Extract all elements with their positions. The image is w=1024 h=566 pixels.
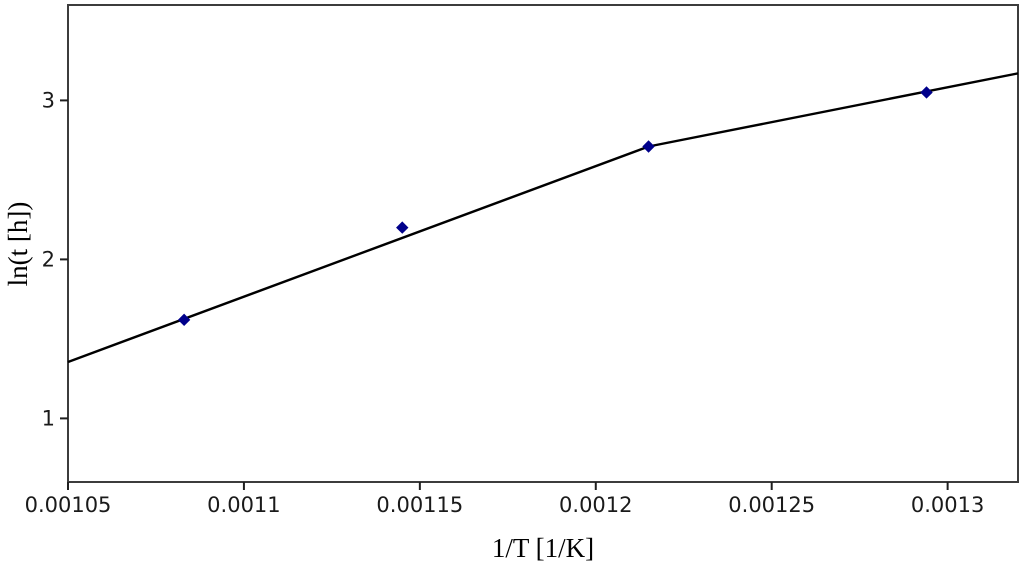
axis-ticks-group: 0.00105 0.0011 0.00115 0.0012 0.00125 0.0013 1…: [25, 88, 985, 517]
series-group: [67, 72, 1019, 364]
data-point-marker: [920, 86, 933, 99]
data-point-marker: [396, 221, 409, 234]
fit-line: [67, 72, 1019, 364]
x-tick-label: 0.00125: [728, 493, 815, 517]
x-tick-label: 0.0011: [207, 493, 280, 517]
y-tick-label: 2: [42, 247, 55, 271]
x-tick-label: 0.0013: [911, 493, 984, 517]
y-axis-label: ln(t [h]): [3, 202, 33, 287]
y-tick-label: 1: [42, 406, 55, 430]
plot-frame: [67, 4, 1019, 483]
x-axis-label: 1/T [1/K]: [492, 533, 594, 563]
x-tick-label: 0.0012: [559, 493, 632, 517]
y-tick-label: 3: [42, 88, 55, 112]
x-tick-label: 0.00105: [25, 493, 112, 517]
plot-frame-group: [67, 4, 1019, 483]
data-point-marker: [642, 140, 655, 153]
x-tick-label: 0.00115: [376, 493, 463, 517]
data-point-marker: [177, 313, 191, 327]
